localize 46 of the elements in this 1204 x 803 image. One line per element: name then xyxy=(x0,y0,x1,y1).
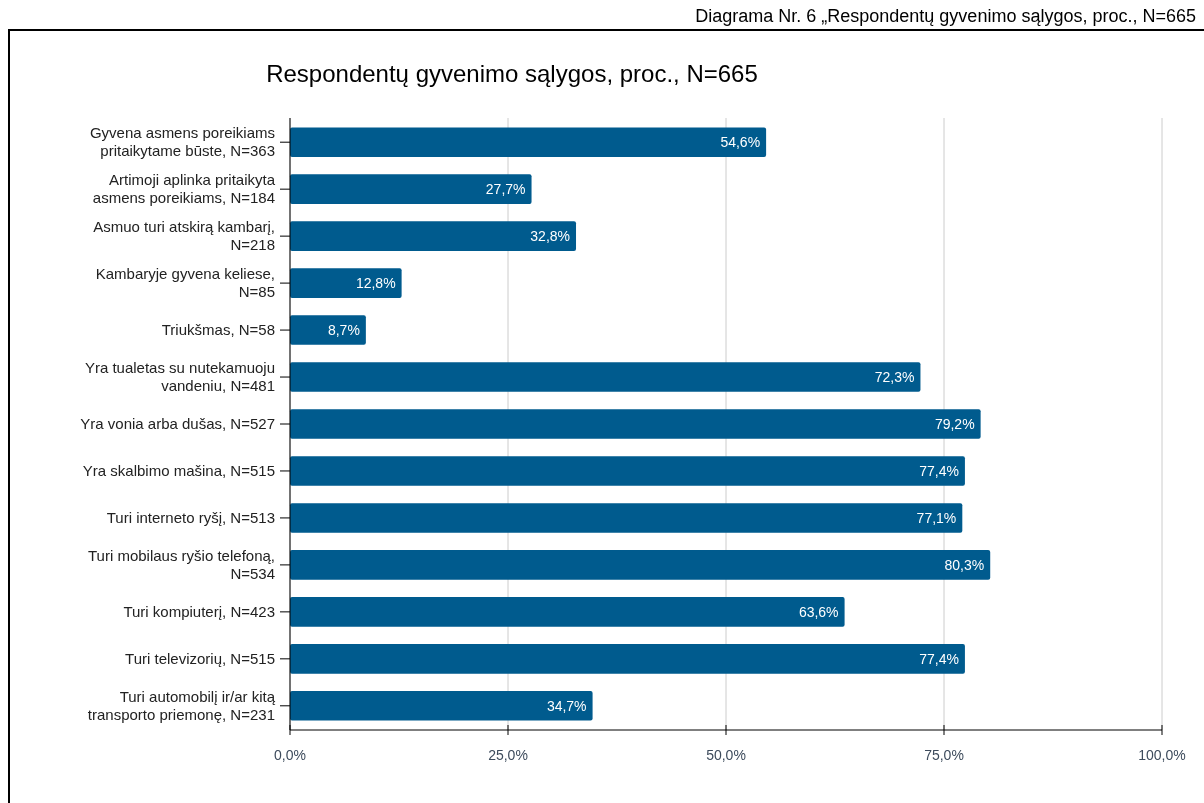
data-label: 77,1% xyxy=(916,509,957,526)
chart-title: Respondentų gyvenimo sąlygos, proc., N=665 xyxy=(266,60,758,87)
bar xyxy=(290,174,532,204)
bar xyxy=(290,409,981,439)
bar xyxy=(290,456,965,486)
bar xyxy=(290,362,921,392)
data-label: 79,2% xyxy=(934,415,975,432)
y-tick-label: Gyvena asmens poreikiams pritaikytame būste, N=363 xyxy=(89,124,275,160)
x-tick-label: 75,0% xyxy=(924,747,964,763)
bar xyxy=(290,644,965,674)
y-tick-label: Asmuo turi atskirą kambarį, N=218 xyxy=(93,218,275,254)
x-tick-label: 100,0% xyxy=(1138,747,1186,763)
data-label: 63,6% xyxy=(798,603,839,620)
bar xyxy=(290,550,991,580)
y-tick-label: Kambaryje gyvena keliese, N=85 xyxy=(95,265,275,301)
y-tick-label: Yra vonia arba dušas, N=527 xyxy=(80,415,275,433)
bar xyxy=(290,503,963,533)
bar xyxy=(290,597,845,627)
y-tick-label: Turi televizorių, N=515 xyxy=(125,650,275,668)
data-label: 54,6% xyxy=(720,134,761,151)
x-tick-label: 25,0% xyxy=(488,747,528,763)
data-label: 72,3% xyxy=(874,368,915,385)
y-tick-label: Yra skalbimo mašina, N=515 xyxy=(82,462,275,480)
y-tick-label: Turi mobilaus ryšio telefoną, N=534 xyxy=(87,547,275,583)
y-tick-label: Turi interneto ryšį, N=513 xyxy=(106,509,275,527)
data-label: 34,7% xyxy=(546,697,587,714)
data-label: 12,8% xyxy=(355,274,396,291)
y-tick-label: Triukšmas, N=58 xyxy=(161,321,275,339)
y-tick-label: Turi automobilį ir/ar kitą transporto priemonę, N=231 xyxy=(87,688,276,724)
data-label: 8,7% xyxy=(327,321,360,338)
y-tick-label: Turi kompiuterį, N=423 xyxy=(123,603,275,621)
data-label: 80,3% xyxy=(944,556,985,573)
x-tick-label: 0,0% xyxy=(274,747,306,763)
y-tick-label: Artimoji aplinka pritaikyta asmens poreikiams, N=184 xyxy=(92,171,276,207)
x-tick-label: 50,0% xyxy=(706,747,746,763)
data-label: 32,8% xyxy=(530,228,571,245)
data-label: 27,7% xyxy=(485,181,526,198)
y-tick-label: Yra tualetas su nutekamuoju vandeniu, N=481 xyxy=(84,359,275,395)
bar xyxy=(290,315,366,345)
bar xyxy=(290,268,402,298)
bar xyxy=(290,127,767,157)
data-label: 77,4% xyxy=(919,462,959,479)
data-label: 77,4% xyxy=(919,650,959,667)
bar xyxy=(290,221,577,251)
bar xyxy=(290,691,593,721)
text: Diagrama Nr. 6 „Respondentų gyvenimo sąlygos, proc., N=665 xyxy=(695,6,1196,26)
